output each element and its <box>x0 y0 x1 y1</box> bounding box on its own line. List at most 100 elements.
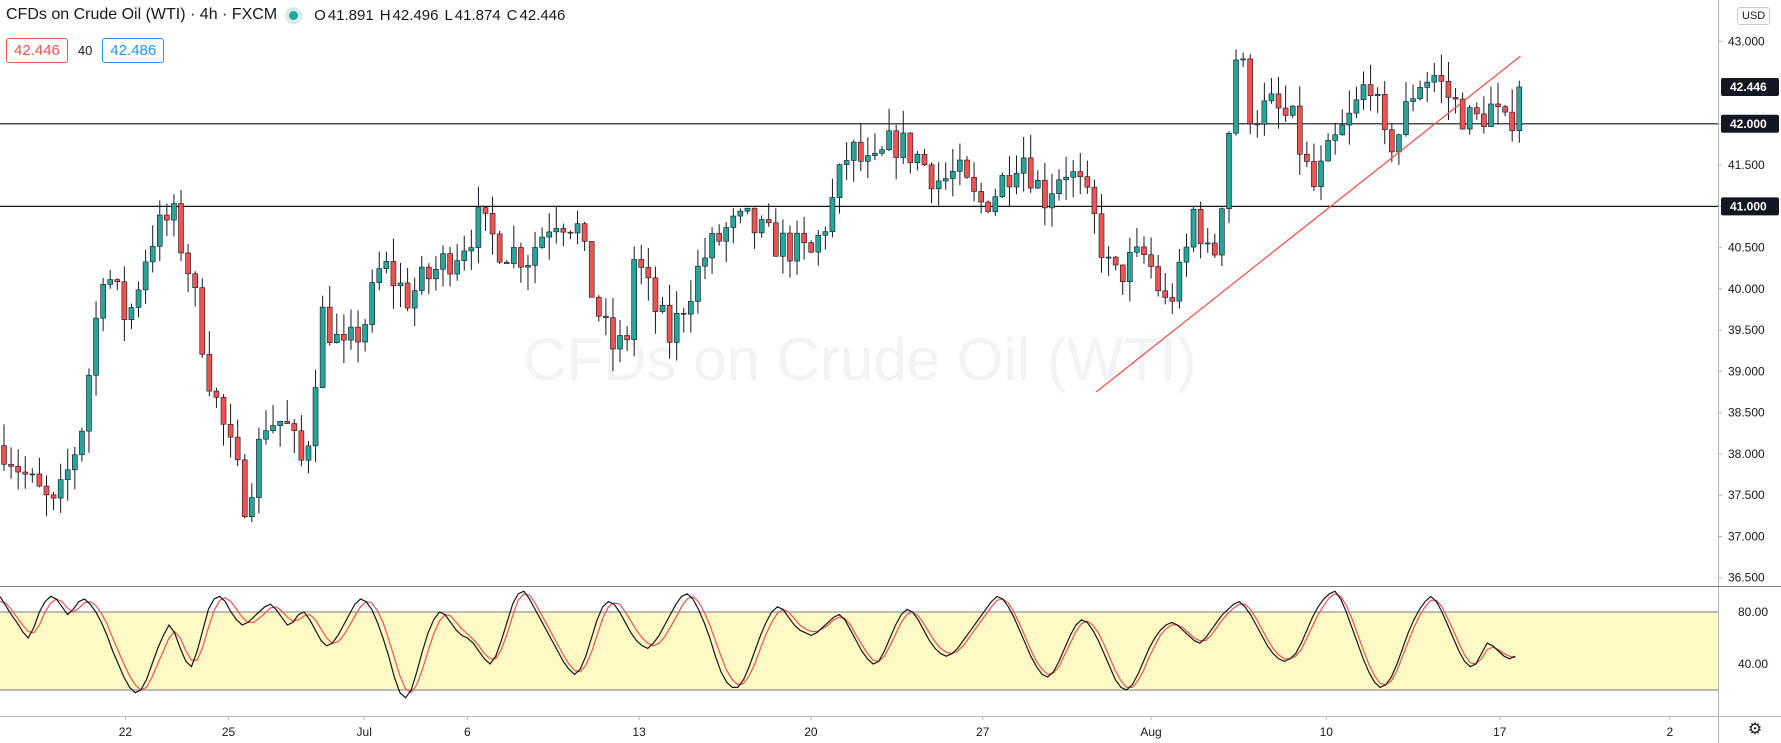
gear-icon[interactable]: ⚙ <box>1747 721 1763 738</box>
candle <box>1247 58 1254 125</box>
candle <box>376 268 383 283</box>
candle <box>1162 290 1169 298</box>
price-tick-label: 38.500 <box>1728 406 1765 420</box>
candle <box>1084 176 1091 188</box>
candle <box>199 287 206 355</box>
candle <box>546 231 553 238</box>
candle <box>142 261 149 291</box>
candle <box>730 215 737 228</box>
candle <box>1381 94 1388 131</box>
time-tick-label: 13 <box>632 725 646 739</box>
candle <box>36 473 43 487</box>
price-tick-label: 37.500 <box>1728 488 1765 502</box>
candle <box>8 463 14 467</box>
candle <box>1112 256 1119 266</box>
candle <box>29 473 36 476</box>
price-label-badge <box>1721 77 1779 96</box>
candle <box>518 247 524 268</box>
candle <box>468 247 475 252</box>
candle <box>489 213 496 235</box>
candle <box>1346 112 1353 126</box>
candle <box>780 232 786 257</box>
candle <box>1077 171 1084 177</box>
candle <box>992 196 999 212</box>
candle <box>1006 175 1013 188</box>
candle <box>249 497 255 517</box>
candle <box>638 259 645 268</box>
candle <box>836 164 843 198</box>
candle <box>1197 208 1204 245</box>
candle <box>1261 100 1268 125</box>
buy-button[interactable]: 42.486 <box>102 38 165 63</box>
candle <box>957 159 963 172</box>
stoch-tick-label: 80.00 <box>1738 605 1768 619</box>
time-tick-label: 22 <box>119 725 133 739</box>
candle <box>114 279 121 283</box>
candle <box>22 471 29 475</box>
candle <box>135 289 142 308</box>
price-tick-label: 39.500 <box>1728 323 1765 337</box>
candle <box>50 494 57 499</box>
candle <box>1169 297 1176 302</box>
candle <box>291 423 298 432</box>
candle <box>1020 157 1027 174</box>
candle <box>1119 264 1126 283</box>
candle <box>532 247 538 266</box>
candle <box>1481 113 1487 127</box>
candle <box>1424 81 1431 88</box>
ohlc-open: O 41.891 <box>314 6 374 24</box>
candle <box>461 250 468 261</box>
candle <box>1495 103 1501 108</box>
candle <box>256 438 262 498</box>
candle <box>1063 176 1069 181</box>
symbol-title[interactable]: CFDs on Crude Oil (WTI) · 4h · FXCM <box>6 6 278 23</box>
candle <box>999 175 1006 198</box>
candle <box>1473 107 1480 115</box>
stoch-band <box>0 612 1718 690</box>
candle <box>319 306 326 388</box>
candle <box>1070 171 1076 178</box>
candle <box>171 203 177 221</box>
price-tick-label: 43.000 <box>1728 34 1765 48</box>
candle <box>702 257 708 267</box>
candle <box>277 421 283 426</box>
time-tick-label: 27 <box>976 725 990 739</box>
candle <box>716 233 722 242</box>
price-tick-label: 40.500 <box>1728 241 1765 255</box>
candle <box>128 307 135 320</box>
time-tick-label: 20 <box>804 725 818 739</box>
candle <box>751 207 758 234</box>
candle <box>772 222 779 257</box>
candle <box>595 296 602 317</box>
candle <box>1056 179 1062 194</box>
candle <box>1098 213 1105 258</box>
candle <box>1488 103 1494 127</box>
candle <box>688 301 694 315</box>
candle <box>1034 180 1041 189</box>
candle <box>100 284 106 319</box>
candle <box>525 265 531 268</box>
stoch-k-line <box>0 590 1516 699</box>
time-tick-label: 17 <box>1493 725 1507 739</box>
candle <box>1233 59 1239 134</box>
sell-button[interactable]: 42.446 <box>6 38 68 63</box>
candle <box>709 233 715 259</box>
trendline <box>1095 55 1521 393</box>
candle <box>390 261 397 287</box>
candle <box>503 261 510 264</box>
ohlc-close: C 42.446 <box>506 6 566 24</box>
candle <box>673 313 680 343</box>
price-label-text: 42.000 <box>1730 117 1767 131</box>
market-status-icon <box>289 10 299 20</box>
currency-button[interactable]: USD <box>1737 7 1771 25</box>
candle <box>971 176 977 192</box>
candle <box>1275 93 1282 109</box>
candle <box>1438 75 1445 82</box>
candle <box>86 374 92 432</box>
price-label-badge <box>1721 114 1779 133</box>
time-tick-label: 10 <box>1320 725 1334 739</box>
candle <box>1367 84 1374 97</box>
candle <box>298 430 305 461</box>
candle <box>645 267 652 279</box>
